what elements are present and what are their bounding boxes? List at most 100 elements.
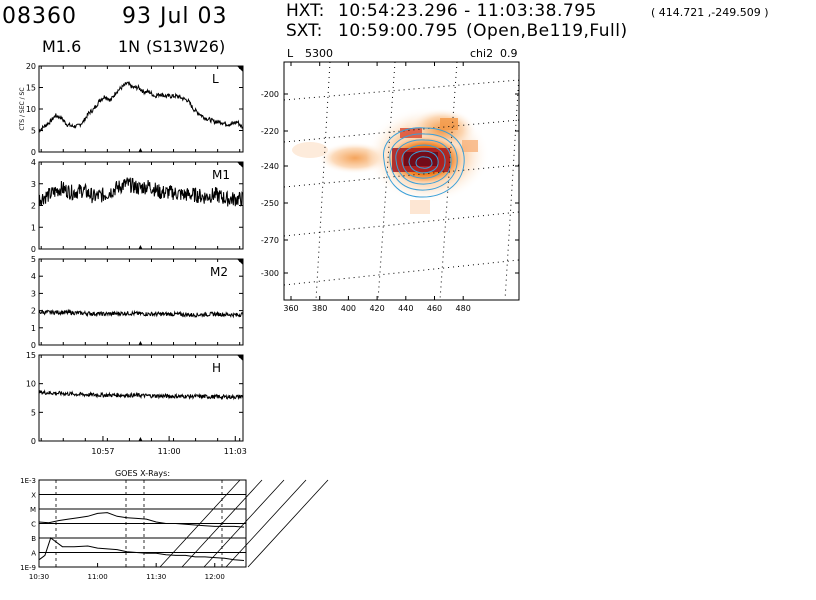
lightcurve-panel-H: 0 5 10 15 H 10:57 11:00 11:03	[26, 351, 247, 456]
y-axis-label: CTS / SEC / SC	[19, 87, 26, 130]
flare-location: (S13W26)	[146, 37, 226, 56]
goes-title: GOES X-Rays:	[115, 469, 170, 478]
y-tick-label: 15	[26, 84, 36, 93]
img-x-label: 440	[398, 304, 413, 313]
corner-marker	[237, 259, 243, 265]
img-x-label: 480	[456, 304, 471, 313]
sxt-heatmap	[292, 107, 490, 214]
goes-series-0	[38, 512, 245, 528]
img-x-label: 360	[283, 304, 298, 313]
goes-y-label: 1E-9	[20, 564, 36, 572]
img-y-label: -200	[261, 90, 279, 99]
hatch-line	[159, 479, 241, 568]
sxt-time-marker	[138, 148, 143, 152]
chi2-value: 0.9	[500, 47, 518, 60]
lightcurve-trace-M2	[38, 308, 244, 319]
y-tick-label: 4	[31, 158, 36, 167]
grid-line	[283, 79, 520, 101]
lightcurve-trace-H	[38, 389, 244, 401]
sxt-time-marker	[138, 437, 143, 441]
lightcurve-trace-L	[38, 80, 244, 133]
sxt-config: (Open,Be119,Full)	[466, 21, 628, 41]
y-tick-label: 4	[31, 272, 36, 281]
y-tick-label: 10	[26, 105, 36, 114]
y-tick-label: 0	[31, 437, 36, 446]
hatch-line	[247, 479, 329, 568]
y-tick-label: 2	[31, 307, 36, 316]
y-tick-label: 5	[31, 408, 36, 417]
goes-x-label: 12:00	[205, 573, 225, 581]
grid-line	[283, 259, 520, 286]
x-tick-label: 11:00	[158, 447, 181, 456]
active-region: 1N	[118, 37, 141, 56]
hxt-contours	[383, 127, 465, 198]
y-tick-label: 0	[31, 341, 36, 350]
img-x-label: 460	[427, 304, 442, 313]
grid-line	[315, 61, 331, 301]
hatch-line	[225, 479, 307, 568]
grid-line	[504, 74, 520, 301]
sxt-time-marker	[138, 341, 143, 345]
band-label-M2: M2	[210, 265, 228, 279]
y-tick-label: 1	[31, 324, 36, 333]
y-tick-label: 20	[26, 62, 36, 71]
goes-y-label: 1E-3	[20, 477, 36, 485]
chi2-label: chi2	[470, 47, 494, 60]
grid-line	[283, 211, 520, 237]
y-tick-label: 5	[31, 127, 36, 136]
goes-y-label: C	[31, 521, 36, 529]
img-y-label: -270	[261, 236, 279, 245]
lightcurve-panel-M2: 0 1 2 3 4 5 M2	[31, 255, 244, 350]
lightcurve-panel-L: 0 5 10 15 20 L CTS / SEC / SC	[19, 62, 244, 157]
hxt-time-range: 10:54:23.296 - 11:03:38.795	[338, 1, 597, 21]
y-tick-label: 10	[26, 380, 36, 389]
band-label-L: L	[212, 72, 219, 86]
hxt-coordinates: ( 414.721 ,-249.509 )	[651, 6, 769, 19]
img-x-label: 380	[312, 304, 327, 313]
image-axes: 360 380 400 420 440 460 480 -200 -220 -240 -250 -27…	[261, 62, 519, 313]
goes-y-label: A	[31, 550, 36, 558]
img-y-label: -240	[261, 162, 279, 171]
goes-y-label: X	[31, 492, 36, 500]
goes-class: M1.6	[42, 37, 82, 56]
lightcurve-trace-M1	[38, 177, 244, 207]
goes-x-label: 10:30	[29, 573, 49, 581]
hxt-label: HXT:	[286, 1, 325, 21]
band-label-M1: M1	[212, 168, 230, 182]
goes-y-label: M	[30, 506, 36, 514]
sxt-label: SXT:	[286, 21, 323, 41]
corner-marker	[237, 66, 243, 72]
hatch-line	[203, 479, 285, 568]
sxt-time: 10:59:00.795	[338, 21, 459, 41]
event-date: 93 Jul 03	[122, 4, 228, 29]
img-x-label: 400	[341, 304, 356, 313]
goes-y-label: B	[31, 535, 36, 543]
y-tick-label: 3	[31, 180, 36, 189]
goes-series-1	[38, 537, 245, 561]
corner-marker	[237, 162, 243, 168]
corner-marker	[237, 355, 243, 361]
y-tick-label: 2	[31, 202, 36, 211]
img-y-label: -300	[261, 269, 279, 278]
band-label-H: H	[212, 361, 221, 375]
y-tick-label: 0	[31, 148, 36, 157]
img-x-label: 420	[369, 304, 384, 313]
sxt-time-marker	[138, 245, 143, 249]
lightcurve-panel-M1: 0 1 2 3 4 M1	[31, 158, 244, 254]
y-tick-label: 15	[26, 351, 36, 360]
x-tick-label: 11:03	[224, 447, 247, 456]
y-tick-label: 5	[31, 255, 36, 264]
event-id: 08360	[2, 4, 77, 29]
band-label: L	[287, 47, 294, 60]
goes-x-label: 11:00	[87, 573, 107, 581]
x-tick-label: 10:57	[91, 447, 114, 456]
img-y-label: -220	[261, 127, 279, 136]
goes-x-label: 11:30	[146, 573, 166, 581]
img-y-label: -250	[261, 199, 279, 208]
y-tick-label: 1	[31, 223, 36, 232]
y-tick-label: 0	[31, 245, 36, 254]
band-value: 5300	[305, 47, 333, 60]
hxt-image-panel: 360 380 400 420 440 460 480 -200 -220 -240 -250 -27…	[261, 61, 520, 313]
